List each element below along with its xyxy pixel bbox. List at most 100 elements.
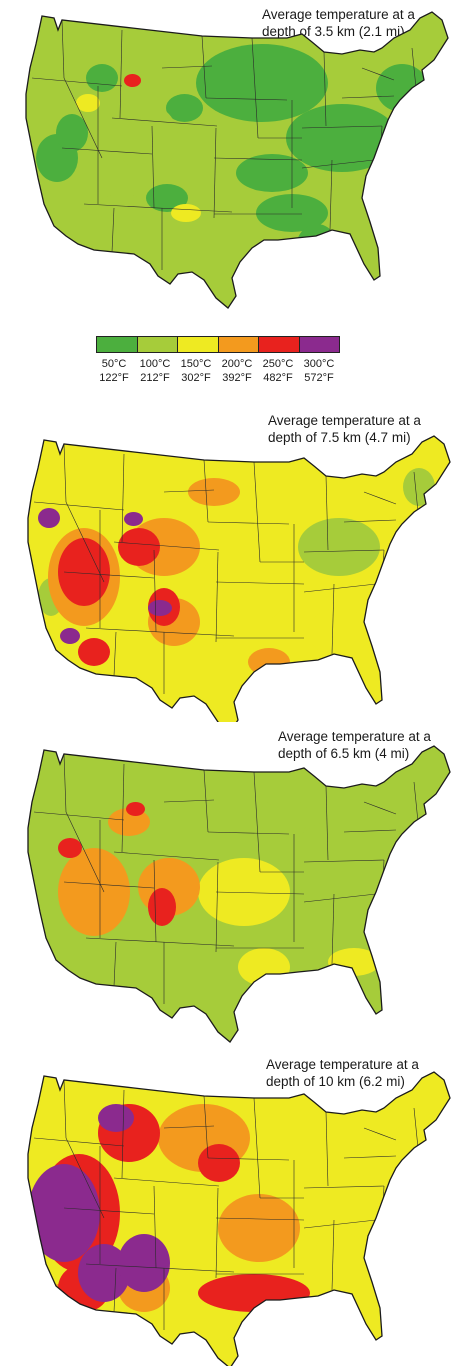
- state-boundary: [121, 1089, 125, 1179]
- temperature-zone: [56, 114, 88, 152]
- state-boundary: [33, 811, 125, 821]
- state-boundary: [153, 859, 157, 943]
- temperature-zone: [118, 1234, 170, 1292]
- state-boundary: [323, 51, 327, 127]
- map-panel-7-5km: Average temperature at a depth of 7.5 km…: [0, 408, 474, 722]
- temperature-zone: [58, 848, 130, 936]
- state-boundary: [153, 549, 157, 633]
- temperature-zone: [378, 898, 430, 956]
- legend-label-300c: 300°C 572°F: [289, 358, 349, 385]
- legend-label-200c: 200°C 392°F: [207, 358, 267, 385]
- state-boundaries: [31, 19, 417, 270]
- map-title-line1: Average temperature at a: [266, 1057, 419, 1072]
- legend-swatch-200c: [218, 337, 259, 352]
- us-outline: [27, 435, 451, 722]
- state-boundary: [363, 491, 397, 505]
- state-boundary: [303, 893, 377, 903]
- state-boundary: [111, 207, 115, 253]
- legend-fahrenheit: 392°F: [222, 371, 252, 384]
- state-boundary: [151, 125, 155, 209]
- state-boundary: [213, 157, 303, 161]
- state-boundary: [121, 763, 125, 853]
- temperature-zone: [198, 1144, 240, 1182]
- state-boundary: [301, 159, 375, 169]
- state-boundary: [203, 769, 209, 833]
- state-boundary: [413, 1107, 419, 1149]
- temperature-zone: [124, 512, 143, 526]
- state-boundary: [413, 781, 419, 823]
- temperature-zone: [398, 848, 440, 896]
- state-boundary: [303, 859, 385, 863]
- state-boundaries: [33, 443, 419, 694]
- map-title-line2: depth of 6.5 km (4 mi): [278, 746, 410, 761]
- state-boundary: [215, 861, 219, 953]
- state-boundary: [65, 1137, 105, 1219]
- temperature-zone: [298, 518, 380, 576]
- temperature-zone: [308, 608, 370, 656]
- temperature-zone: [98, 1104, 134, 1132]
- state-boundary: [113, 1267, 117, 1313]
- state-boundary: [251, 37, 259, 139]
- temperature-zone: [38, 508, 60, 528]
- legend-celsius: 50°C: [101, 358, 127, 370]
- state-boundary: [207, 521, 290, 525]
- state-boundary: [113, 851, 220, 861]
- state-boundary: [119, 29, 123, 119]
- state-boundary: [411, 47, 417, 89]
- state-boundary: [303, 549, 385, 553]
- legend-fahrenheit: 572°F: [304, 371, 334, 384]
- map-panel-6-5km: Average temperature at a depth of 6.5 km…: [0, 712, 474, 1043]
- state-boundary: [343, 1155, 397, 1159]
- state-boundary: [325, 1111, 329, 1187]
- legend-label-150c: 150°C 302°F: [166, 358, 226, 385]
- state-boundary: [413, 471, 419, 513]
- temperature-zone: [296, 224, 338, 272]
- temperature-zone: [28, 1164, 100, 1262]
- state-boundary: [121, 453, 125, 543]
- state-boundary: [113, 631, 117, 677]
- temperature-zone: [116, 104, 178, 172]
- map-title: Average temperature at a depth of 3.5 km…: [262, 6, 415, 40]
- state-boundary: [253, 1097, 261, 1199]
- temperature-zone: [376, 64, 428, 112]
- temperature-zone: [378, 578, 430, 626]
- state-boundary: [325, 785, 329, 861]
- temperature-zone: [188, 478, 240, 506]
- state-boundary: [83, 203, 233, 213]
- state-boundary: [85, 627, 235, 637]
- state-boundary: [65, 501, 105, 583]
- legend-celsius: 150°C: [180, 358, 212, 370]
- state-boundary: [85, 937, 235, 947]
- state-boundary: [341, 95, 395, 99]
- map-title-line2: depth of 7.5 km (4.7 mi): [268, 430, 411, 445]
- state-boundary: [63, 77, 103, 159]
- state-boundary: [203, 459, 209, 523]
- state-boundary: [163, 799, 215, 803]
- state-boundary: [343, 829, 397, 833]
- temperature-zone: [218, 1194, 300, 1262]
- state-boundary: [163, 489, 215, 493]
- map-title-line1: Average temperature at a: [268, 413, 421, 428]
- legend-fahrenheit: 212°F: [140, 371, 170, 384]
- temperature-zone: [338, 1174, 410, 1242]
- temperature-zone: [78, 638, 110, 666]
- state-boundary: [113, 1177, 220, 1187]
- temperature-zone: [60, 628, 80, 644]
- temperature-zone: [196, 44, 328, 122]
- temperature-zone: [258, 798, 310, 836]
- state-boundary: [331, 1219, 335, 1291]
- state-boundary: [303, 1185, 385, 1189]
- state-boundary: [215, 551, 219, 643]
- temperature-zone: [171, 204, 201, 222]
- state-boundary: [161, 65, 213, 69]
- state-boundary: [363, 801, 397, 815]
- legend-swatch-250c: [259, 337, 300, 352]
- temperature-zone: [96, 194, 148, 222]
- state-boundary: [63, 753, 67, 813]
- state-boundary: [113, 541, 220, 551]
- state-boundary: [329, 159, 333, 231]
- temperature-zone: [124, 74, 141, 87]
- legend-fahrenheit: 302°F: [181, 371, 211, 384]
- state-boundary: [63, 1079, 67, 1139]
- temperature-zone: [198, 548, 290, 626]
